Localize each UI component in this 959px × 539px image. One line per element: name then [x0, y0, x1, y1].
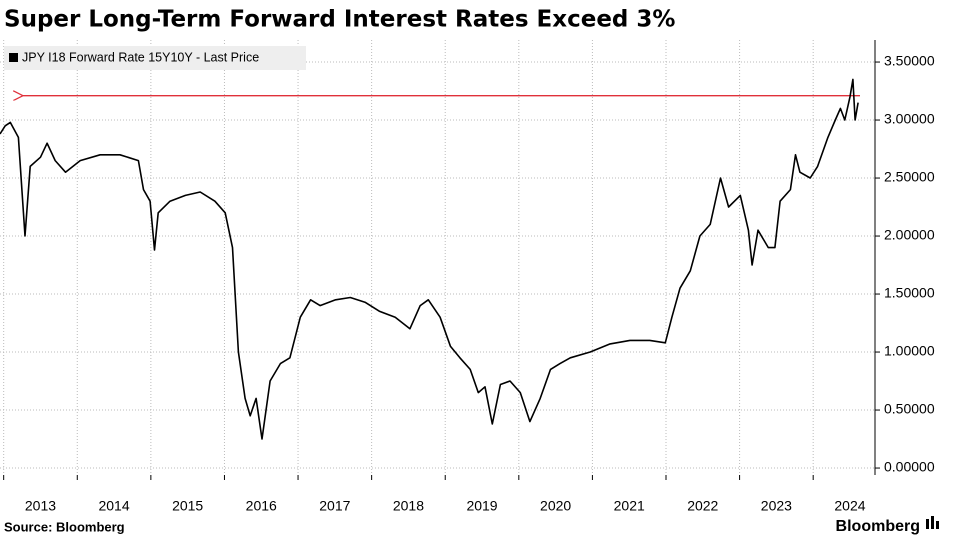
y-tick-label: 3.00000 — [884, 111, 935, 127]
brand-icon — [926, 519, 929, 529]
x-tick-label: 2019 — [466, 498, 497, 514]
x-tick-label: 2015 — [172, 498, 203, 514]
x-tick-label: 2020 — [540, 498, 571, 514]
data-line — [0, 78, 859, 440]
y-tick-label: 1.00000 — [884, 343, 935, 359]
y-tick-label: 2.00000 — [884, 227, 935, 243]
brand-icon — [936, 521, 939, 529]
x-tick-label: 2016 — [246, 498, 277, 514]
x-tick-label: 2014 — [98, 498, 129, 514]
legend-swatch — [9, 53, 18, 62]
brand: Bloomberg — [836, 518, 920, 535]
x-tick-label: 2023 — [761, 498, 792, 514]
legend-box — [4, 46, 306, 70]
x-tick-label: 2024 — [834, 498, 865, 514]
y-tick-label: 0.00000 — [884, 459, 935, 475]
y-tick-label: 0.50000 — [884, 401, 935, 417]
x-tick-label: 2022 — [687, 498, 718, 514]
y-tick-label: 3.50000 — [884, 53, 935, 69]
x-tick-label: 2017 — [319, 498, 350, 514]
source: Source: Bloomberg — [4, 519, 125, 534]
x-tick-label: 2021 — [614, 498, 645, 514]
brand-icon — [931, 516, 934, 529]
y-tick-label: 1.50000 — [884, 285, 935, 301]
chart-title: Super Long-Term Forward Interest Rates E… — [4, 7, 675, 33]
legend-label: JPY I18 Forward Rate 15Y10Y - Last Price — [22, 50, 259, 64]
x-tick-label: 2018 — [393, 498, 424, 514]
x-tick-label: 2013 — [25, 498, 56, 514]
y-tick-label: 2.50000 — [884, 169, 935, 185]
